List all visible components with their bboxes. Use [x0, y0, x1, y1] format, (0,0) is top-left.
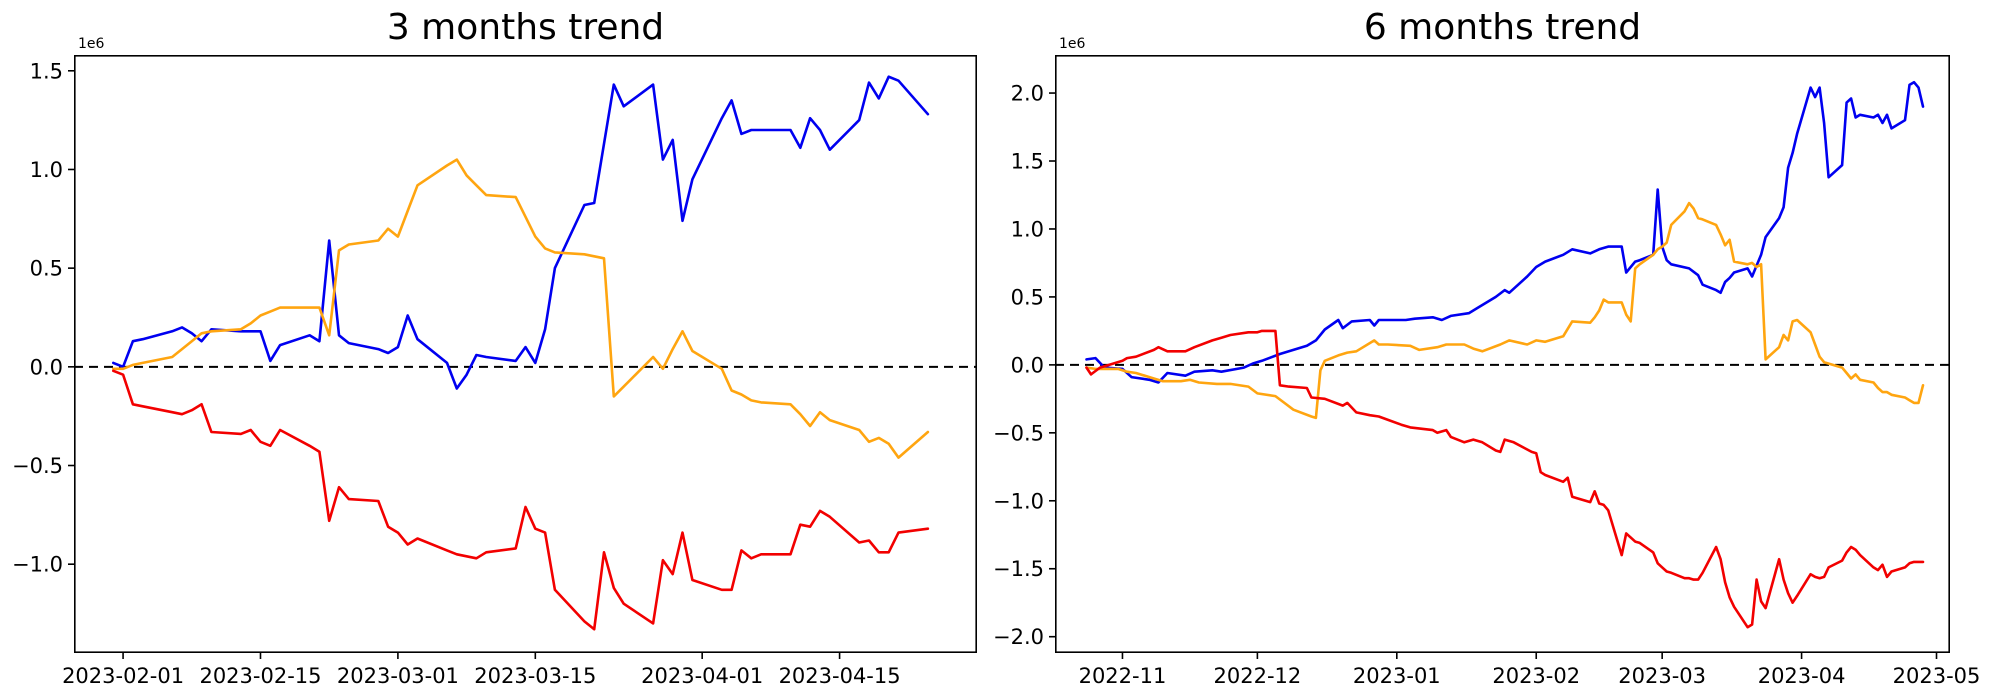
x-tick-label: 2023-02-15 [199, 664, 321, 688]
y-tick-label: −2.0 [993, 625, 1044, 649]
x-tick-label: 2023-03-01 [337, 664, 459, 688]
y-axis-offset-label-left: 1e6 [78, 36, 105, 52]
y-tick-label: 0.0 [30, 355, 63, 379]
y-tick-label: −1.5 [993, 557, 1044, 581]
y-tick-label: 1.5 [30, 59, 63, 83]
x-tick-label: 2022-11 [1079, 664, 1167, 688]
plot-area-3-months: 1.5 1.0 0.5 0.0 −0.5 −1.0 2023-02-01 2023-02-15… [12, 55, 978, 688]
x-tick-label: 2022-12 [1214, 664, 1302, 688]
plot-area-6-months: 2.0 1.5 1.0 0.5 0.0 −0.5 −1.0 −1.5 −2.0 2022-11 20… [993, 55, 1980, 688]
y-tick-label: −1.0 [12, 553, 63, 577]
y-tick-label: 1.0 [30, 158, 63, 182]
series-line-orange [1085, 201, 1925, 420]
x-tick-label: 2023-02-01 [62, 664, 184, 688]
x-tick-label: 2023-04 [1758, 664, 1846, 688]
y-tick-label: −1.0 [993, 489, 1044, 513]
chart-title-6-months: 6 months trend [1363, 7, 1642, 48]
y-tick-label: −0.5 [993, 421, 1044, 445]
x-tick-label: 2023-03 [1618, 664, 1706, 688]
plot-border [74, 55, 978, 654]
x-tick-label: 2023-02 [1492, 664, 1580, 688]
y-tick-label: −0.5 [12, 454, 63, 478]
y-tick-label: 0.5 [1011, 285, 1044, 309]
x-tick-label: 2023-04-01 [641, 664, 763, 688]
series-line-red [111, 369, 930, 631]
x-tick-label: 2023-04-15 [779, 664, 901, 688]
y-tick-label: 1.0 [1011, 217, 1044, 241]
y-axis-offset-label-right: 1e6 [1059, 36, 1086, 52]
y-tick-label: 2.0 [1011, 82, 1044, 106]
x-tick-label: 2023-03-15 [474, 664, 596, 688]
x-tick-label: 2023-01 [1353, 664, 1441, 688]
series-line-blue [1085, 80, 1925, 384]
series-line-blue [111, 75, 930, 390]
plot-border [1055, 55, 1951, 654]
series-line-orange [111, 158, 930, 459]
y-tick-label: 1.5 [1011, 150, 1044, 174]
y-tick-label: 0.0 [1011, 353, 1044, 377]
y-tick-label: 0.5 [30, 257, 63, 281]
series-line-red [1085, 329, 1925, 629]
x-tick-label: 2023-05 [1893, 664, 1981, 688]
chart-title-3-months: 3 months trend [386, 7, 665, 48]
